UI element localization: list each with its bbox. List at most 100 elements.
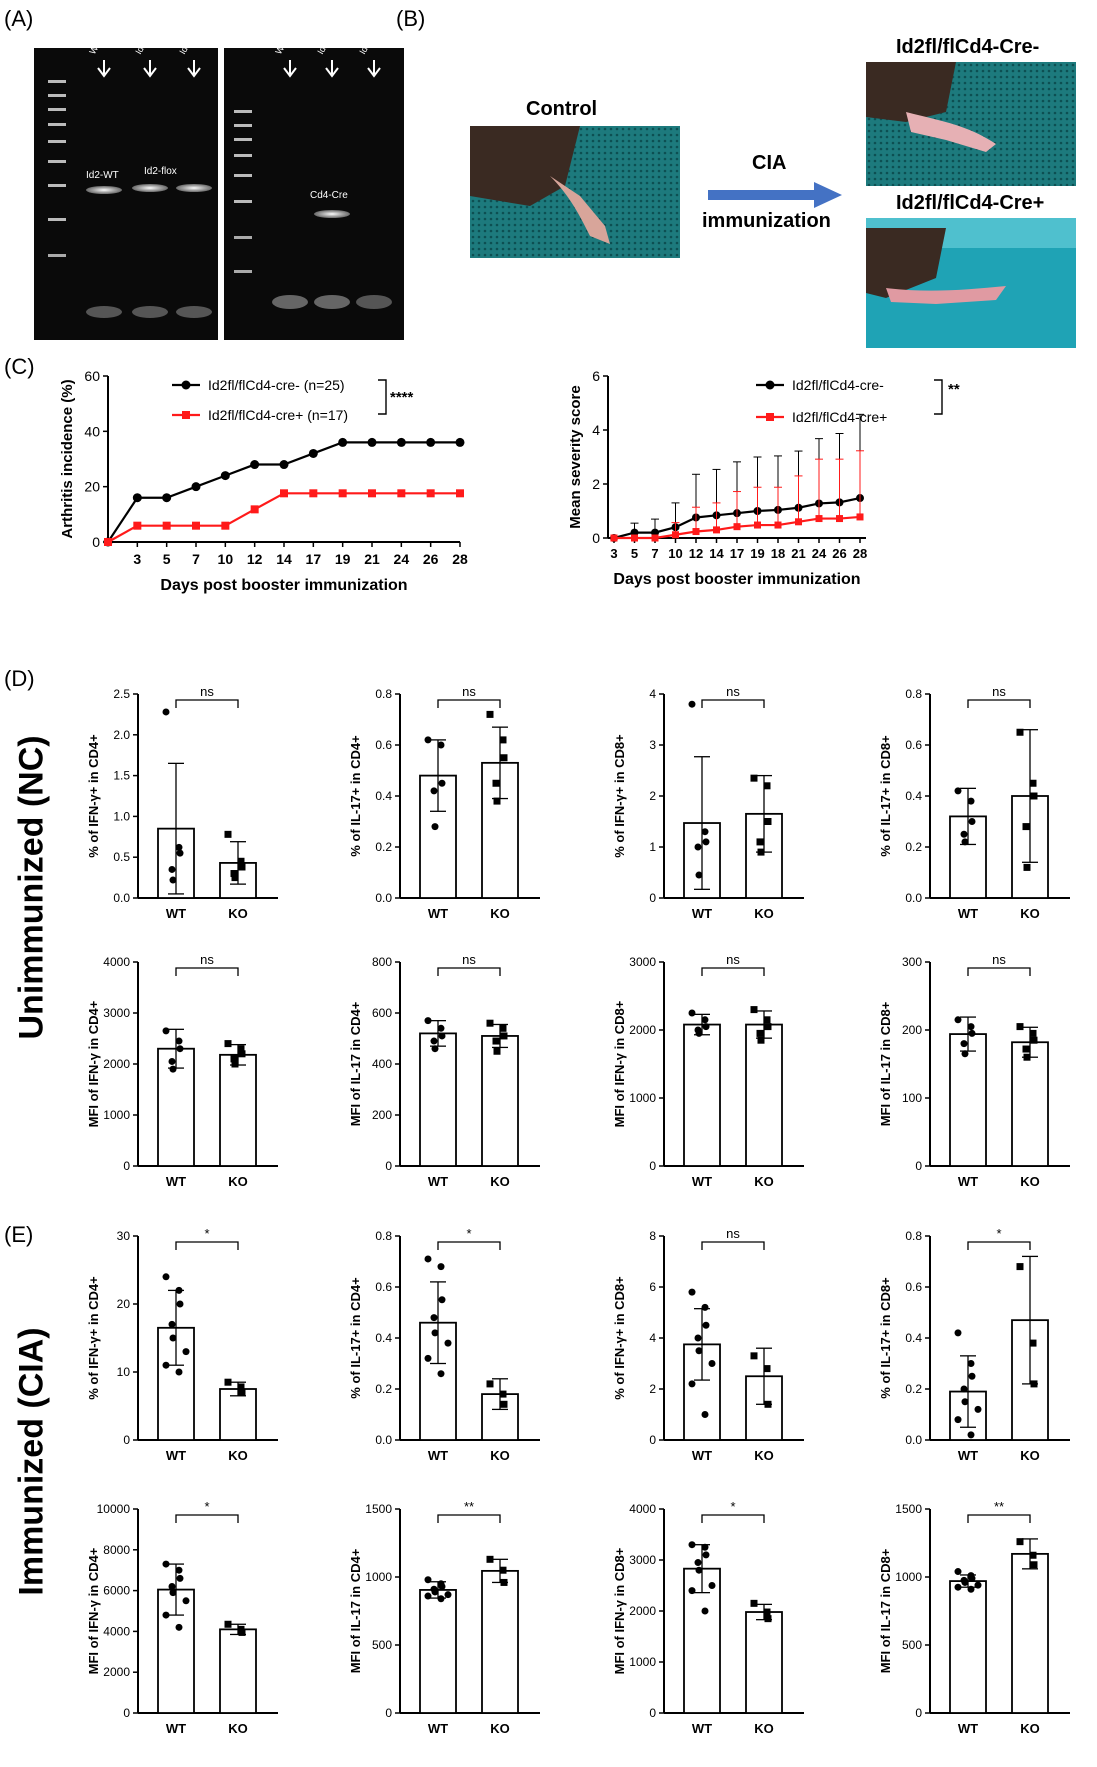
y-tick-label: 0.8 [905, 687, 922, 701]
data-point [701, 1303, 709, 1311]
data-point [500, 754, 508, 762]
y-tick-label: 0 [123, 1159, 130, 1173]
x-tick-label: 26 [423, 551, 439, 567]
significance-bracket [378, 379, 387, 415]
bar [949, 1033, 987, 1167]
significance-bracket [175, 1514, 239, 1523]
data-point [961, 838, 969, 846]
data-point [280, 489, 288, 498]
data-point [492, 1037, 500, 1045]
x-tick-label: KO [1020, 1721, 1040, 1736]
x-axis-label: Days post booster immunization [613, 571, 860, 588]
mouse-paw-neg-photo [866, 62, 1076, 186]
y-tick-label: 1000 [103, 1108, 130, 1122]
gel-band-label: Id2-flox [144, 166, 177, 177]
data-point [702, 1023, 710, 1031]
data-point [701, 828, 709, 836]
neg-photo [866, 62, 1076, 186]
data-point [230, 1055, 238, 1063]
neg-caption: Id2fl/flCd4-Cre- [896, 36, 1040, 58]
data-point [968, 1372, 976, 1380]
data-point [750, 1006, 758, 1014]
x-tick-label: 26 [832, 546, 846, 561]
data-point [456, 489, 464, 498]
data-point [764, 1615, 772, 1623]
x-tick-label: 17 [306, 551, 322, 567]
x-tick-label: WT [692, 906, 712, 921]
y-axis-label: % of IL-17+ in CD8+ [878, 735, 893, 857]
data-point [1016, 728, 1024, 736]
significance-label: ns [462, 684, 476, 699]
x-tick-label: KO [228, 1448, 248, 1463]
data-point [974, 1405, 982, 1413]
x-tick-label: KO [490, 1721, 510, 1736]
data-point [444, 1591, 452, 1599]
significance-label: * [466, 1226, 471, 1241]
data-point [224, 1040, 232, 1048]
y-axis-label: MFI of IFN-γ in CD8+ [612, 1547, 627, 1674]
data-point [688, 700, 696, 708]
data-point [430, 1037, 438, 1045]
data-point [764, 1400, 772, 1408]
bar [419, 1589, 457, 1714]
chart-d3: 0 1 2 3 4 % of IFN-γ+ in CD8+ WT KO ns [612, 684, 804, 921]
bar [683, 1023, 721, 1167]
y-tick-label: 0 [649, 1706, 656, 1720]
data-point [968, 818, 976, 825]
y-tick-label: 2000 [103, 1665, 130, 1679]
data-point [1029, 1029, 1037, 1037]
data-point [815, 515, 823, 523]
x-tick-label: 10 [668, 546, 682, 561]
data-point [175, 1566, 183, 1574]
data-point [695, 1029, 703, 1037]
chart-e3: 0 2 4 6 8 % of IFN-γ+ in CD8+ WT KO ns [612, 1226, 804, 1463]
control-photo [470, 126, 680, 258]
y-tick-label: 0.2 [905, 840, 922, 854]
data-point [486, 1380, 494, 1388]
bar [1011, 1552, 1049, 1714]
y-tick-label: 500 [902, 1638, 922, 1652]
data-point [132, 493, 142, 503]
x-tick-label: WT [428, 1448, 448, 1463]
data-point [774, 521, 782, 529]
pos-photo [866, 218, 1076, 348]
data-point [954, 787, 962, 795]
data-point [694, 1559, 702, 1567]
y-tick-label: 20 [117, 1297, 131, 1311]
y-tick-label: 0.4 [905, 789, 922, 803]
data-point [237, 1383, 245, 1391]
data-point [437, 1595, 445, 1603]
x-tick-label: KO [1020, 1448, 1040, 1463]
significance-label: * [204, 1226, 209, 1241]
bar [419, 1032, 457, 1167]
y-tick-label: 2.0 [113, 728, 130, 742]
data-point [1029, 1339, 1037, 1347]
data-point [493, 797, 501, 805]
y-tick-label: 60 [84, 368, 100, 384]
chart-d6: 0 200 400 600 800 MFI of IL-17 in CD4+ WT KO ns [348, 952, 540, 1189]
data-point [1029, 1551, 1037, 1559]
y-tick-label: 0.6 [905, 1280, 922, 1294]
data-point [431, 1329, 439, 1337]
y-axis-label: % of IFN-γ+ in CD4+ [86, 734, 101, 858]
x-tick-label: WT [166, 906, 186, 921]
x-tick-label: WT [958, 1721, 978, 1736]
data-point [499, 736, 507, 744]
data-point [764, 818, 772, 825]
data-point [424, 1017, 432, 1025]
data-point [1016, 1263, 1024, 1271]
data-point [162, 1361, 170, 1369]
data-point [426, 489, 435, 498]
data-point [430, 787, 438, 795]
significance-label: ** [994, 1499, 1004, 1514]
significance-label: * [996, 1226, 1001, 1241]
y-tick-label: 0.4 [905, 1331, 922, 1345]
y-axis-label: % of IFN-γ+ in CD4+ [86, 1276, 101, 1400]
x-tick-label: WT [166, 1721, 186, 1736]
significance-bracket [437, 699, 501, 708]
data-point [763, 1016, 771, 1024]
y-tick-label: 0 [385, 1159, 392, 1173]
x-tick-label: 24 [394, 551, 410, 567]
significance-label: ns [200, 684, 214, 699]
